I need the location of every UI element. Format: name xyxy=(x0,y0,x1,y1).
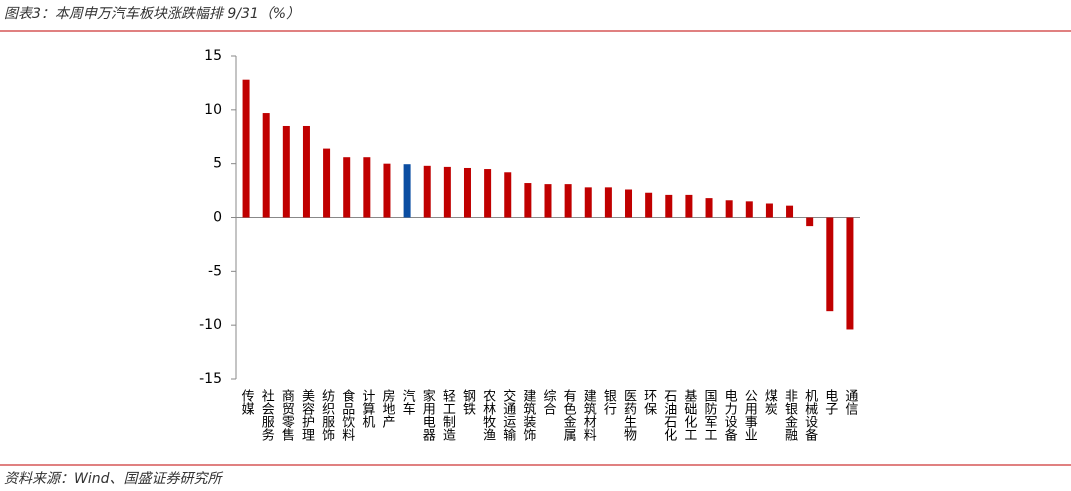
x-tick-label: 汽车 xyxy=(400,389,416,415)
x-tick-label: 电力设备 xyxy=(722,389,738,442)
bar xyxy=(323,148,331,218)
x-tick-label: 家用电器 xyxy=(420,388,436,442)
x-tick-label: 轻工制造 xyxy=(440,389,456,442)
bar xyxy=(302,125,310,218)
bar xyxy=(826,217,834,312)
x-tick-label: 钢铁 xyxy=(460,389,476,415)
bar xyxy=(584,187,592,218)
bar xyxy=(282,125,290,218)
y-tick-label: -10 xyxy=(199,317,222,333)
x-tick-label: 环保 xyxy=(641,389,657,415)
bar xyxy=(463,167,471,218)
x-tick-label: 纺织服饰 xyxy=(319,389,335,441)
y-tick-label: -5 xyxy=(208,263,222,279)
x-tick-label: 美容护理 xyxy=(299,389,315,441)
y-tick-label: 10 xyxy=(204,102,222,118)
bar xyxy=(625,189,633,218)
x-tick-label: 石油石化 xyxy=(661,389,677,442)
x-tick-label: 非银金融 xyxy=(782,389,798,441)
bar xyxy=(685,194,693,218)
x-tick-label: 商贸零售 xyxy=(279,389,295,441)
bar xyxy=(544,184,552,218)
x-tick-label: 国防军工 xyxy=(702,389,718,441)
bar xyxy=(705,198,713,218)
bar xyxy=(363,157,371,218)
bar xyxy=(725,200,733,218)
bar xyxy=(504,172,512,218)
bar xyxy=(564,184,572,218)
x-tick-label: 公用事业 xyxy=(742,389,758,441)
y-tick-label: 5 xyxy=(213,156,222,172)
bar xyxy=(403,164,411,218)
bar xyxy=(383,163,391,218)
source: 资料来源：Wind、国盛证券研究所 xyxy=(4,471,223,487)
bar xyxy=(242,79,250,218)
x-tick-label: 机械设备 xyxy=(802,389,818,442)
y-tick-label: 0 xyxy=(213,210,222,226)
x-tick-label: 电子 xyxy=(822,389,838,415)
x-tick-label: 社会服务 xyxy=(259,388,275,441)
y-tick-label: -15 xyxy=(199,371,222,387)
bar xyxy=(645,192,653,218)
bar xyxy=(806,217,814,227)
x-tick-label: 建筑材料 xyxy=(581,389,597,441)
bar xyxy=(665,194,673,218)
x-tick-label: 通信 xyxy=(842,389,858,415)
bar xyxy=(443,166,451,218)
bar xyxy=(604,187,612,218)
bar xyxy=(262,113,270,218)
bar xyxy=(484,169,492,218)
x-tick-label: 食品饮料 xyxy=(339,388,355,441)
x-tick-label: 计算机 xyxy=(359,389,375,429)
chart-title: 图表3：本周申万汽车板块涨跌幅排 9/31（%） xyxy=(4,6,300,22)
x-tick-label: 基础化工 xyxy=(681,389,697,441)
bar xyxy=(745,201,753,218)
x-tick-label: 医药生物 xyxy=(621,389,637,442)
x-tick-label: 综合 xyxy=(541,389,557,415)
x-tick-label: 银行 xyxy=(601,389,617,416)
y-tick-label: 15 xyxy=(204,48,222,64)
x-tick-label: 煤炭 xyxy=(762,389,778,416)
x-tick-label: 建筑装饰 xyxy=(520,389,536,441)
bar xyxy=(786,205,794,218)
x-tick-label: 交通运输 xyxy=(500,388,516,441)
x-tick-label: 房地产 xyxy=(379,388,395,429)
x-tick-label: 有色金属 xyxy=(561,389,577,442)
bar xyxy=(423,165,431,218)
bar xyxy=(524,183,532,218)
x-tick-label: 传媒 xyxy=(239,389,255,415)
bar xyxy=(846,217,854,330)
x-tick-label: 农林牧渔 xyxy=(480,389,496,441)
bar xyxy=(343,157,351,218)
bar xyxy=(765,203,773,218)
